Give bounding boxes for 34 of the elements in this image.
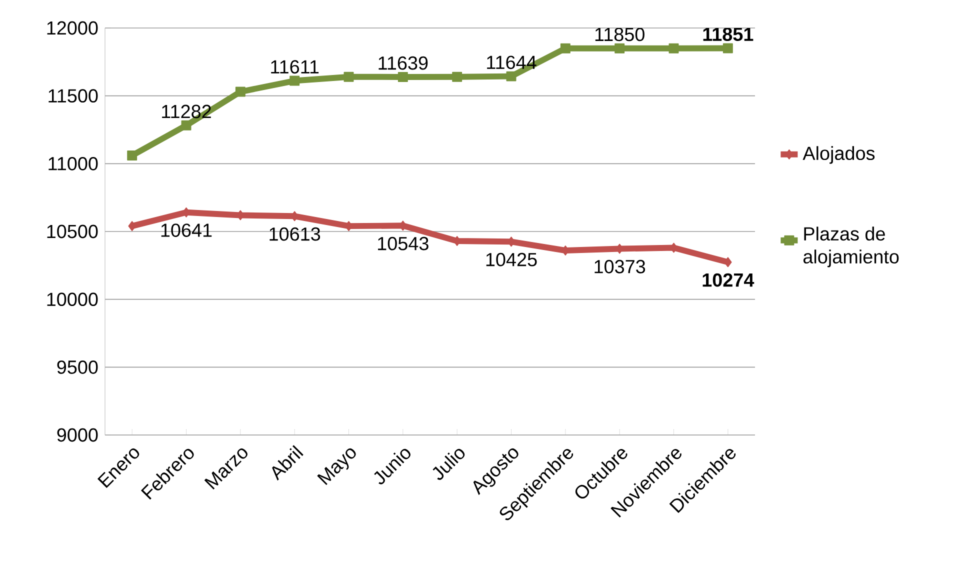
data-label: 10641	[161, 224, 212, 237]
legend-label: Alojados	[802, 146, 875, 164]
point	[127, 150, 138, 161]
y-tick-label: 10500	[47, 224, 98, 238]
data-label: 11851	[703, 28, 754, 42]
y-tick-label: 9000	[57, 428, 98, 442]
point	[290, 76, 300, 86]
data-label: 11639	[378, 56, 428, 70]
point	[668, 43, 679, 54]
point	[344, 72, 354, 82]
point	[506, 71, 516, 82]
point	[128, 221, 136, 232]
point	[398, 72, 408, 82]
point	[614, 43, 625, 54]
data-label: 10543	[378, 236, 428, 250]
y-tick-label: 12000	[47, 21, 98, 35]
y-tick-label: 9500	[57, 360, 98, 374]
legend-label: Plazas de alojamiento	[803, 226, 899, 268]
data-label: 11850	[595, 28, 644, 42]
data-label: 10613	[270, 227, 320, 241]
point	[560, 43, 570, 54]
y-tick-label: 10000	[47, 292, 98, 306]
point	[722, 43, 733, 54]
x-tick-label: Julio	[432, 448, 465, 480]
point	[452, 72, 462, 82]
data-label: 10274	[702, 273, 754, 287]
point	[724, 257, 732, 268]
y-tick-label: 11500	[48, 89, 98, 103]
point	[181, 120, 192, 130]
y-tick-label: 11000	[48, 156, 98, 170]
point	[235, 86, 246, 97]
data-label: 11611	[271, 60, 319, 74]
data-label: 10425	[486, 252, 537, 266]
data-label: 10373	[594, 260, 646, 274]
